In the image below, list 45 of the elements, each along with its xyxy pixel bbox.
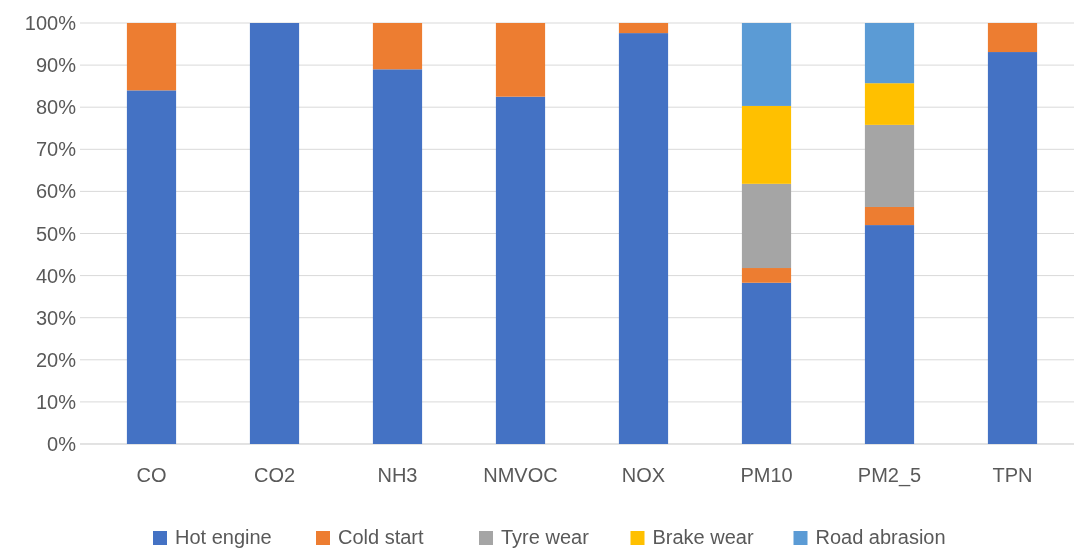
bar — [864, 206, 915, 226]
bar — [864, 83, 915, 125]
bar — [495, 23, 546, 97]
y-tick-label: 10% — [35, 390, 77, 413]
bar — [126, 90, 177, 444]
y-tick-label: 60% — [35, 180, 77, 203]
legend-label: Road abrasion — [815, 526, 946, 548]
x-tick-label: NH3 — [377, 464, 418, 486]
bar — [741, 23, 792, 106]
y-tick-label: 0% — [47, 433, 77, 455]
y-tick-label: 90% — [35, 54, 77, 77]
bar — [864, 225, 915, 444]
bar — [987, 23, 1038, 53]
bar — [741, 183, 792, 269]
bar — [372, 69, 423, 444]
bar — [864, 23, 915, 84]
y-tick-label: 100% — [24, 12, 77, 34]
bar — [864, 124, 915, 207]
y-tick-label: 70% — [35, 138, 77, 161]
y-tick-label: 40% — [35, 264, 77, 287]
bar — [987, 52, 1038, 444]
bar — [249, 23, 300, 444]
x-tick-label: PM2_5 — [857, 464, 922, 487]
bar — [618, 33, 669, 444]
y-tick-label: 30% — [35, 306, 77, 329]
x-tick-label: CO — [136, 464, 167, 486]
legend-label: Tyre wear — [501, 526, 590, 548]
bar — [741, 105, 792, 184]
bar — [741, 268, 792, 283]
x-tick-label: PM10 — [740, 464, 793, 486]
y-tick-label: 20% — [35, 348, 77, 371]
y-tick-label: 50% — [35, 222, 77, 245]
bar — [372, 23, 423, 70]
x-tick-label: TPN — [992, 464, 1033, 486]
legend-label: Brake wear — [652, 526, 754, 548]
bar — [126, 23, 177, 91]
x-tick-label: CO2 — [253, 464, 296, 486]
bar — [618, 23, 669, 34]
bar — [495, 96, 546, 444]
y-tick-label: 80% — [35, 96, 77, 119]
legend-label: Cold start — [338, 526, 425, 548]
x-tick-label: NOX — [621, 464, 666, 486]
bar — [741, 282, 792, 444]
legend-label: Hot engine — [175, 526, 272, 548]
x-tick-label: NMVOC — [483, 464, 558, 486]
